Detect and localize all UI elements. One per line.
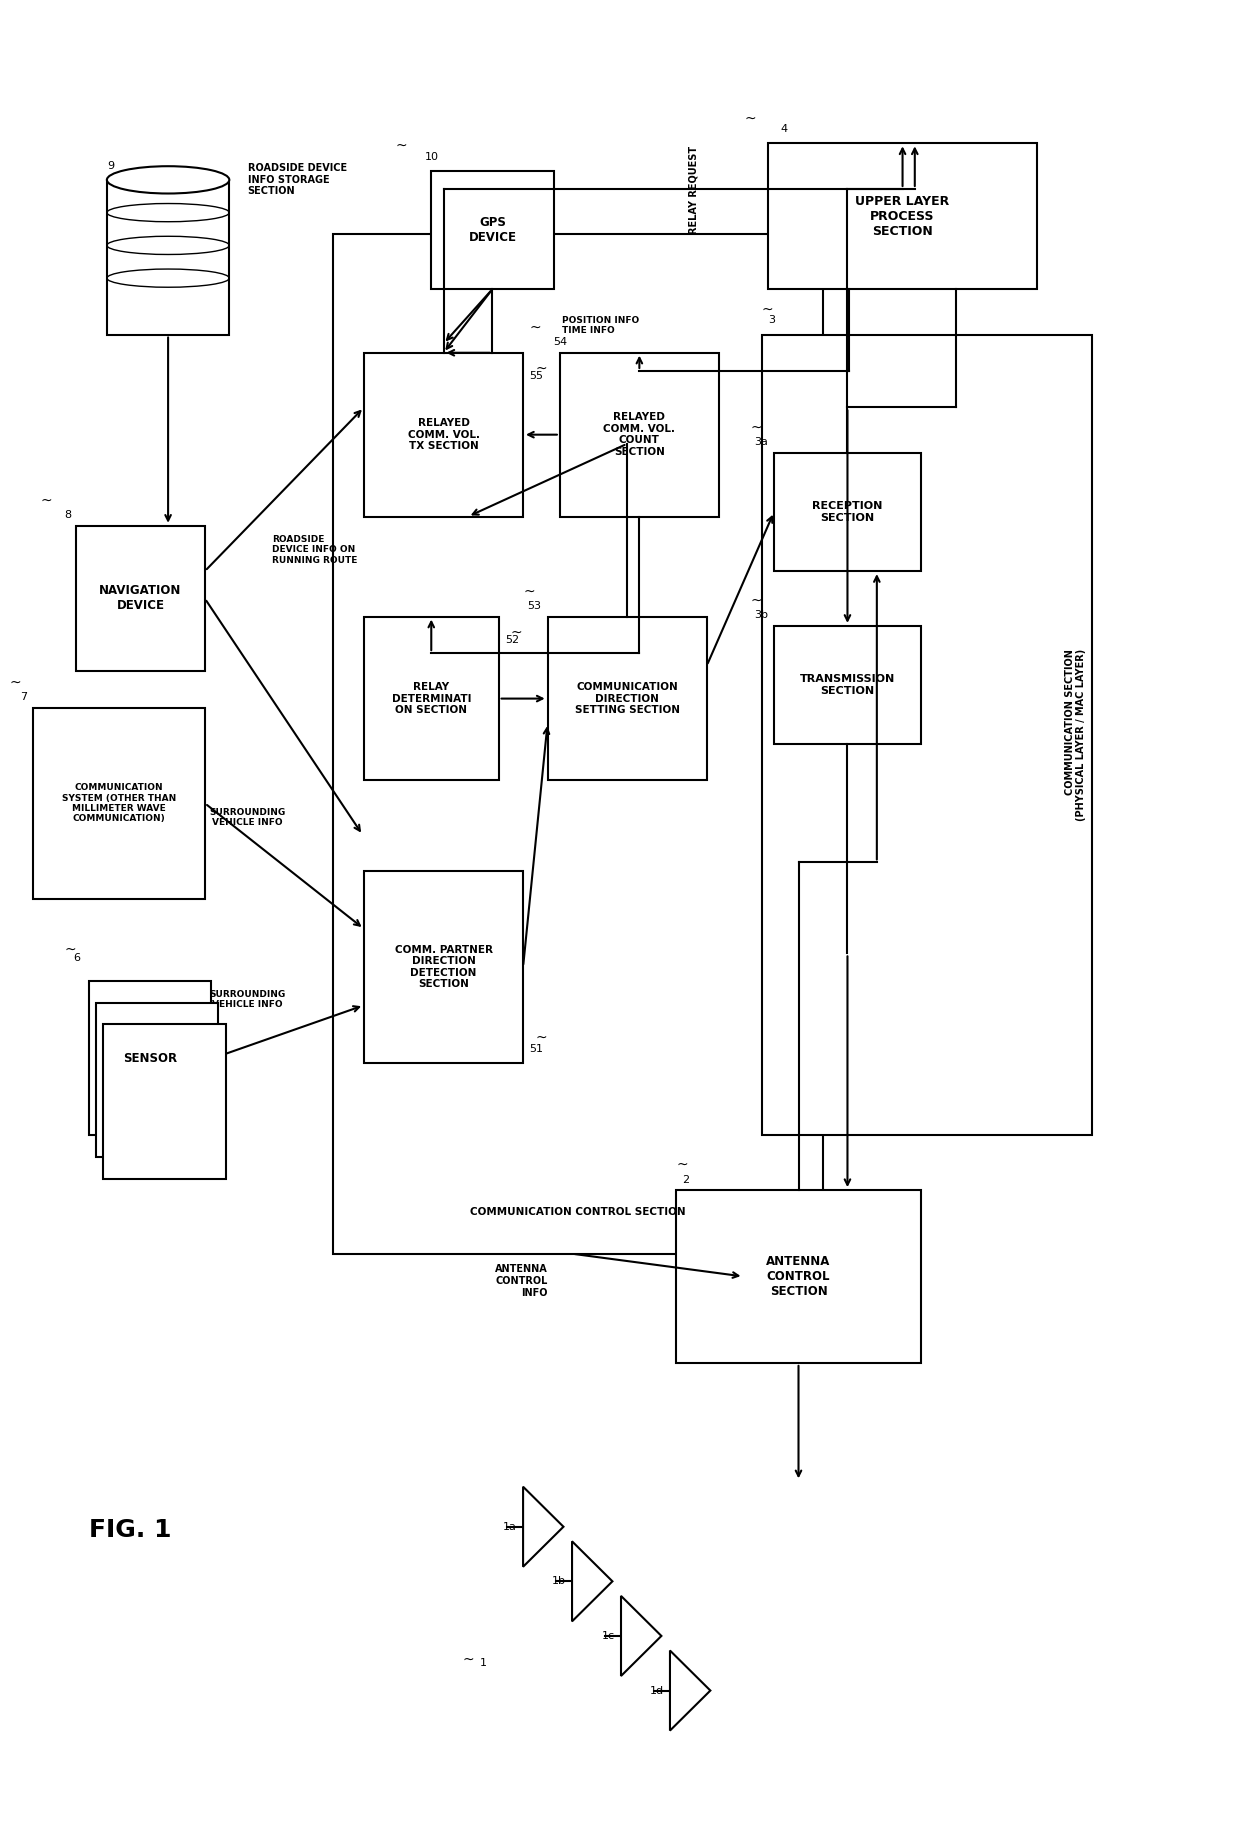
Text: 1a: 1a [503, 1522, 517, 1531]
Ellipse shape [107, 167, 229, 194]
Polygon shape [621, 1596, 661, 1676]
Text: COMMUNICATION
DIRECTION
SETTING SECTION: COMMUNICATION DIRECTION SETTING SECTION [574, 682, 680, 715]
Text: 6: 6 [73, 952, 79, 963]
FancyBboxPatch shape [774, 625, 921, 745]
Text: RELAY REQUEST: RELAY REQUEST [688, 147, 698, 235]
Text: NAVIGATION
DEVICE: NAVIGATION DEVICE [99, 585, 182, 613]
FancyBboxPatch shape [88, 981, 211, 1135]
FancyBboxPatch shape [559, 352, 719, 517]
Text: POSITION INFO
TIME INFO: POSITION INFO TIME INFO [562, 315, 640, 336]
Text: GPS
DEVICE: GPS DEVICE [469, 216, 517, 244]
Text: ~: ~ [529, 321, 542, 334]
Text: SURROUNDING
VEHICLE INFO: SURROUNDING VEHICLE INFO [210, 990, 285, 1009]
Text: ~: ~ [40, 493, 52, 508]
Text: SURROUNDING
VEHICLE INFO: SURROUNDING VEHICLE INFO [210, 807, 285, 827]
Text: 52: 52 [505, 635, 518, 646]
Text: 3a: 3a [754, 438, 768, 447]
Text: 54: 54 [554, 337, 568, 347]
Text: COMMUNICATION
SYSTEM (OTHER THAN
MILLIMETER WAVE
COMMUNICATION): COMMUNICATION SYSTEM (OTHER THAN MILLIME… [62, 783, 176, 823]
Text: 1: 1 [480, 1658, 487, 1669]
Text: RELAY
DETERMINATI
ON SECTION: RELAY DETERMINATI ON SECTION [392, 682, 471, 715]
FancyBboxPatch shape [676, 1190, 921, 1363]
Polygon shape [523, 1487, 563, 1566]
Text: RELAYED
COMM. VOL.
TX SECTION: RELAYED COMM. VOL. TX SECTION [408, 418, 480, 451]
FancyBboxPatch shape [761, 334, 1092, 1135]
Text: ~: ~ [511, 625, 522, 640]
FancyBboxPatch shape [95, 1003, 218, 1157]
Text: 2: 2 [682, 1174, 689, 1185]
Text: 9: 9 [107, 161, 114, 171]
FancyBboxPatch shape [548, 616, 707, 781]
Text: RELAYED
COMM. VOL.
COUNT
SECTION: RELAYED COMM. VOL. COUNT SECTION [604, 413, 676, 457]
FancyBboxPatch shape [33, 708, 205, 899]
Text: COMMUNICATION CONTROL SECTION: COMMUNICATION CONTROL SECTION [470, 1207, 686, 1218]
Text: COMMUNICATION SECTION
(PHYSICAL LAYER / MAC LAYER): COMMUNICATION SECTION (PHYSICAL LAYER / … [1065, 649, 1086, 822]
Text: ANTENNA
CONTROL
SECTION: ANTENNA CONTROL SECTION [766, 1254, 831, 1298]
Text: ROADSIDE DEVICE
INFO STORAGE
SECTION: ROADSIDE DEVICE INFO STORAGE SECTION [248, 163, 347, 196]
FancyBboxPatch shape [77, 526, 205, 671]
Text: FIG. 1: FIG. 1 [88, 1519, 171, 1542]
Text: 8: 8 [64, 510, 71, 521]
Text: ~: ~ [396, 139, 407, 152]
Text: ~: ~ [536, 1031, 547, 1044]
Text: ~: ~ [744, 112, 755, 125]
FancyBboxPatch shape [365, 352, 523, 517]
Text: ~: ~ [10, 675, 21, 690]
Text: ~: ~ [676, 1157, 688, 1172]
FancyBboxPatch shape [365, 616, 498, 781]
Text: COMM. PARTNER
DIRECTION
DETECTION
SECTION: COMM. PARTNER DIRECTION DETECTION SECTIO… [394, 945, 492, 990]
Text: 51: 51 [529, 1044, 543, 1053]
Text: 55: 55 [529, 370, 543, 381]
Text: 3: 3 [768, 315, 775, 325]
Text: SENSOR: SENSOR [123, 1053, 177, 1066]
Text: ~: ~ [463, 1652, 474, 1667]
Text: UPPER LAYER
PROCESS
SECTION: UPPER LAYER PROCESS SECTION [856, 194, 950, 238]
FancyBboxPatch shape [432, 171, 554, 290]
Text: ~: ~ [523, 585, 536, 598]
FancyBboxPatch shape [107, 180, 229, 334]
Text: ROADSIDE
DEVICE INFO ON
RUNNING ROUTE: ROADSIDE DEVICE INFO ON RUNNING ROUTE [272, 536, 357, 565]
Text: ~: ~ [64, 943, 77, 957]
Text: 4: 4 [780, 125, 787, 134]
Text: 7: 7 [20, 691, 27, 702]
Text: 1b: 1b [552, 1577, 565, 1586]
FancyBboxPatch shape [103, 1025, 226, 1179]
FancyBboxPatch shape [334, 235, 823, 1254]
Text: ~: ~ [750, 420, 761, 435]
Text: 10: 10 [425, 152, 439, 161]
Text: ANTENNA
CONTROL
INFO: ANTENNA CONTROL INFO [495, 1264, 548, 1298]
Text: 53: 53 [527, 602, 542, 611]
Polygon shape [572, 1541, 613, 1621]
FancyBboxPatch shape [768, 143, 1037, 290]
Text: ~: ~ [761, 303, 774, 315]
FancyBboxPatch shape [365, 871, 523, 1062]
FancyBboxPatch shape [774, 453, 921, 570]
Text: RECEPTION
SECTION: RECEPTION SECTION [812, 501, 883, 523]
Text: ~: ~ [750, 594, 761, 607]
Text: TRANSMISSION
SECTION: TRANSMISSION SECTION [800, 675, 895, 695]
Text: 3b: 3b [754, 611, 768, 620]
Text: 1d: 1d [650, 1685, 663, 1696]
Polygon shape [670, 1651, 711, 1731]
Text: 1c: 1c [601, 1630, 615, 1641]
Text: ~: ~ [536, 361, 547, 376]
